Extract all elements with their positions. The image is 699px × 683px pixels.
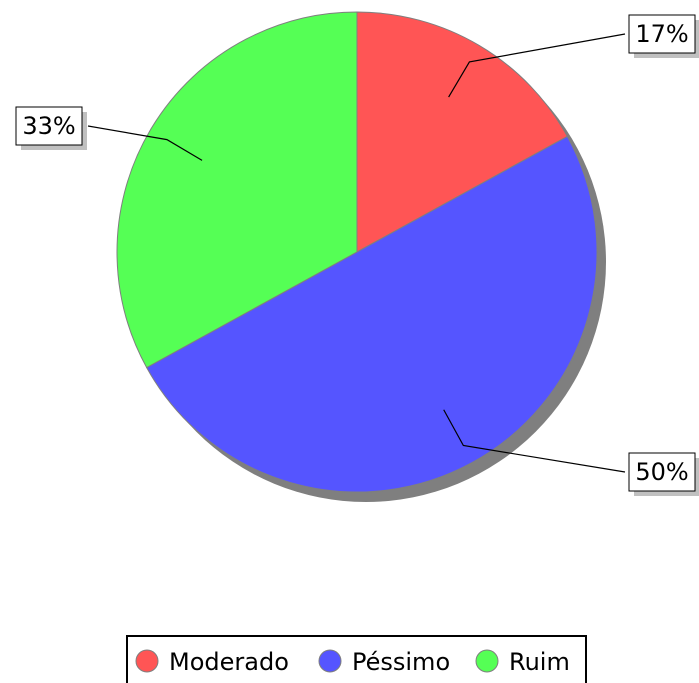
data-label-moderado: 17%: [635, 20, 688, 48]
pie-slice-pessimo: [146, 135, 598, 493]
legend-swatch-moderado: [135, 649, 159, 673]
legend-swatch-ruim: [475, 649, 499, 673]
legend-box: [126, 635, 587, 683]
pie-slice-moderado: [356, 11, 568, 253]
pie-slice-ruim: [116, 11, 358, 369]
leader-line-moderado: [448, 33, 626, 98]
label-box-moderado: [628, 14, 696, 54]
leader-line-ruim: [87, 125, 203, 161]
slice-labels: 17% 50% 33%: [15, 14, 699, 496]
data-label-pessimo: 50%: [635, 458, 688, 486]
label-box-pessimo: [628, 452, 696, 492]
legend-label-pessimo: Péssimo: [352, 648, 450, 676]
legend-label-ruim: Ruim: [509, 648, 570, 676]
pie-slices: [116, 11, 598, 493]
data-label-ruim: 33%: [22, 112, 75, 140]
legend: Moderado Péssimo Ruim: [126, 635, 587, 683]
legend-label-moderado: Moderado: [169, 648, 289, 676]
leader-line-pessimo: [443, 409, 626, 473]
legend-swatch-pessimo: [318, 649, 342, 673]
label-box-ruim: [15, 106, 83, 146]
